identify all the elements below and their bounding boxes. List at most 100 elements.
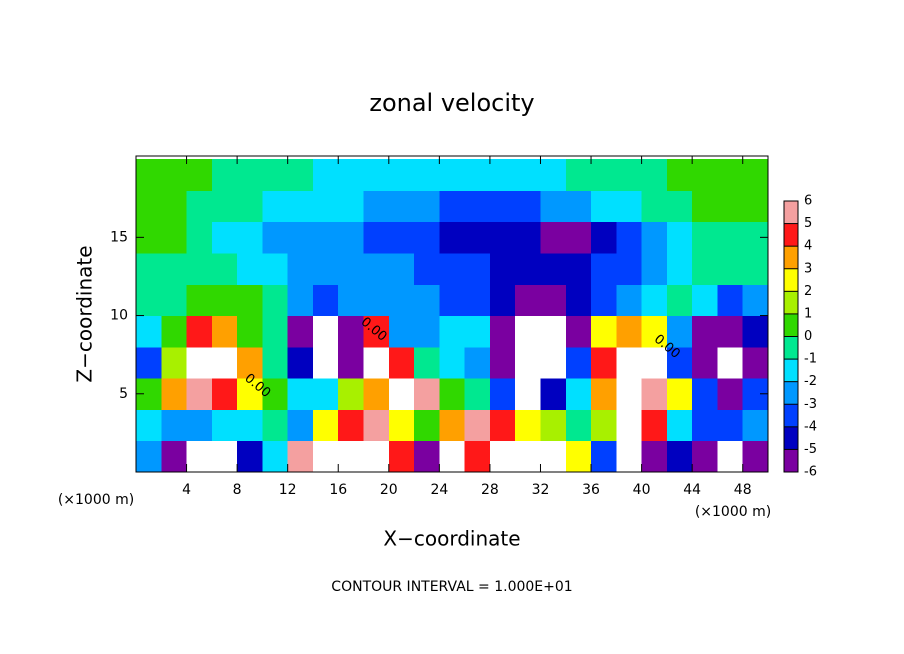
cell [616,221,643,254]
cell [262,409,289,442]
x-tick-label: 8 [233,482,242,498]
cell [692,346,718,379]
cell [136,346,162,379]
cell [237,440,263,473]
cell [692,252,718,285]
cell [312,284,339,317]
cell [565,346,592,379]
cell [717,252,744,285]
cell [439,252,466,285]
cell [312,378,339,410]
cell [489,346,516,379]
colorbar-label: -6 [804,465,817,480]
x-tick-label: 44 [683,482,701,498]
cell [363,409,390,442]
cell [515,252,541,285]
cell [262,440,289,473]
cell [262,315,289,348]
cell [287,378,314,410]
cell [388,252,415,285]
cell [742,409,769,442]
cell [312,221,339,254]
cell [666,440,693,473]
cell [565,252,592,285]
cell [540,252,567,285]
cell [161,159,188,191]
cell [186,252,213,285]
cell [338,252,365,285]
cell [237,221,263,254]
colorbar-label: 2 [804,284,812,299]
cell [388,284,415,317]
cell [237,346,263,379]
cell [414,378,440,410]
cell [742,252,769,285]
cell [439,346,466,379]
cell [262,159,289,191]
cell [414,159,440,191]
colorbar-label: 1 [804,306,812,321]
cell [363,315,390,348]
cell [641,440,668,473]
cell [641,190,668,223]
cell [540,315,567,348]
cell [388,378,415,410]
cell [515,440,541,473]
cell [717,440,744,473]
cell [287,190,314,223]
cell [363,190,390,223]
cell [666,315,693,348]
cell [641,315,668,348]
cell [262,378,289,410]
cell [717,315,744,348]
cell [136,440,162,473]
cell [565,409,592,442]
cell [363,440,390,473]
cell [237,409,263,442]
cell [312,440,339,473]
cell [414,346,440,379]
cell [388,440,415,473]
cell [641,252,668,285]
colorbar-label: 0 [804,329,812,344]
cell [363,284,390,317]
plot-frame [135,155,769,473]
cell [186,346,213,379]
cell [464,252,491,285]
cell [262,346,289,379]
cell [692,315,718,348]
cell [136,315,162,348]
cell [414,284,440,317]
cell [641,221,668,254]
cell [591,284,617,317]
cell [742,346,769,379]
cell [388,346,415,379]
cell [287,409,314,442]
cell [464,315,491,348]
cell [489,378,516,410]
cell [414,409,440,442]
cell [515,346,541,379]
x-tick-label: 48 [734,482,752,498]
cell [717,221,744,254]
cell [338,315,365,348]
cell [515,190,541,223]
colorbar-swatch [784,359,798,382]
cell [161,440,188,473]
cell [692,190,718,223]
cell [161,315,188,348]
cell [717,378,744,410]
cell [136,159,162,191]
footer: CONTOUR INTERVAL = 1.000E+01 [331,579,572,595]
cell [565,190,592,223]
chart-title: zonal velocity [369,89,534,117]
cell [666,221,693,254]
cell [338,159,365,191]
cell [489,159,516,191]
cell [186,284,213,317]
cell [666,190,693,223]
cell [641,378,668,410]
x-tick-label: 12 [279,482,297,498]
cell [338,190,365,223]
